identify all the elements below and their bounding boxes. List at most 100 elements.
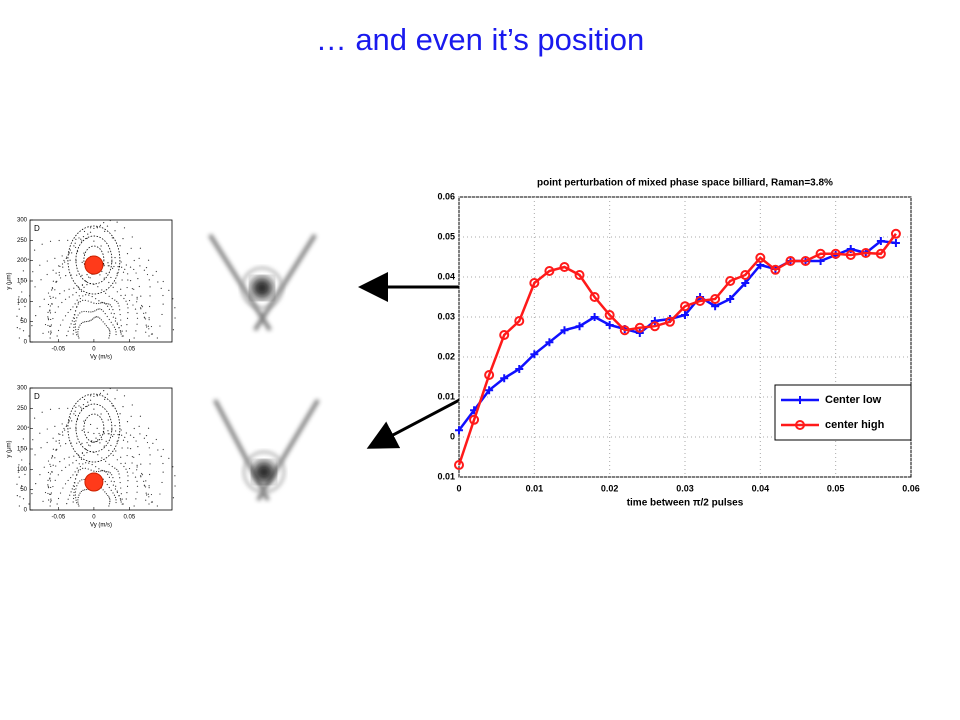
dot <box>19 328 21 330</box>
dot <box>148 279 150 281</box>
dot <box>104 491 106 493</box>
dot <box>50 493 52 495</box>
marker <box>726 295 735 303</box>
dot <box>162 471 164 473</box>
dot <box>112 324 114 326</box>
dot <box>88 444 90 446</box>
marker <box>830 248 841 259</box>
dot <box>31 325 33 327</box>
dot <box>168 289 170 291</box>
dot <box>125 498 127 500</box>
dot <box>129 266 132 268</box>
dot <box>90 311 92 313</box>
dot <box>68 253 70 255</box>
dot <box>57 497 60 500</box>
dot <box>119 413 121 415</box>
dot <box>174 475 176 477</box>
dot <box>81 442 83 444</box>
dot <box>58 407 60 410</box>
dot <box>66 503 68 505</box>
dot <box>128 467 131 470</box>
dot <box>75 238 77 240</box>
dot <box>108 433 110 435</box>
dot <box>63 458 65 460</box>
dot <box>66 256 68 258</box>
dot <box>55 297 57 299</box>
dot <box>121 434 123 436</box>
dot <box>81 408 83 410</box>
legend-label: center high <box>825 419 885 431</box>
marker <box>860 248 871 258</box>
dot <box>115 331 117 333</box>
dot <box>148 503 150 505</box>
dot <box>124 294 126 296</box>
dot <box>58 239 60 242</box>
dot <box>138 425 140 427</box>
marker <box>785 256 796 266</box>
dot <box>81 274 83 276</box>
dot <box>126 324 128 326</box>
dot <box>49 463 51 465</box>
dot <box>88 462 90 464</box>
dot <box>105 303 107 305</box>
dot <box>88 311 90 313</box>
dot <box>16 483 18 485</box>
marker <box>545 338 554 347</box>
dot <box>162 303 164 305</box>
dot <box>56 335 58 337</box>
dot <box>125 468 127 470</box>
x-axis-label: Vy (m/s) <box>90 523 112 529</box>
dot <box>130 415 132 417</box>
dot <box>117 470 119 472</box>
dot <box>51 471 53 473</box>
dot <box>59 445 62 447</box>
dot <box>99 392 102 394</box>
dot <box>113 265 115 268</box>
dot <box>100 413 102 415</box>
dot <box>116 322 118 324</box>
dot <box>149 295 151 297</box>
dot <box>108 449 110 452</box>
dot <box>100 308 103 311</box>
dot <box>35 483 37 485</box>
x-tick-label: 0.01 <box>526 483 544 493</box>
panel-label: D <box>34 392 40 401</box>
dot <box>89 445 91 447</box>
dot <box>116 459 118 461</box>
dot <box>95 309 98 311</box>
marker <box>604 310 615 320</box>
dot <box>82 295 84 297</box>
dot <box>87 233 89 235</box>
dot <box>157 449 159 451</box>
dot <box>74 491 77 493</box>
dot <box>18 296 20 298</box>
dot <box>21 291 23 293</box>
dot <box>135 272 137 274</box>
dot <box>102 489 104 491</box>
dot <box>73 481 76 484</box>
dot <box>75 459 77 462</box>
dot <box>25 448 28 450</box>
dot <box>76 467 78 469</box>
dot <box>96 427 98 429</box>
dot <box>150 493 153 496</box>
dot <box>50 492 52 494</box>
dot <box>19 451 21 453</box>
marker <box>800 256 811 266</box>
dot <box>72 329 75 332</box>
dot <box>85 310 87 313</box>
dot <box>116 491 119 494</box>
dot <box>109 499 111 501</box>
dot <box>161 481 163 484</box>
dot <box>58 433 60 435</box>
dot <box>108 471 110 473</box>
dot <box>148 447 150 449</box>
dot <box>119 330 122 332</box>
dot <box>74 323 77 325</box>
x-tick-label: 0.05 <box>827 483 845 493</box>
dot <box>77 303 79 305</box>
dot <box>55 449 57 451</box>
dot <box>50 500 52 502</box>
dot <box>108 503 111 505</box>
dot <box>79 297 81 300</box>
